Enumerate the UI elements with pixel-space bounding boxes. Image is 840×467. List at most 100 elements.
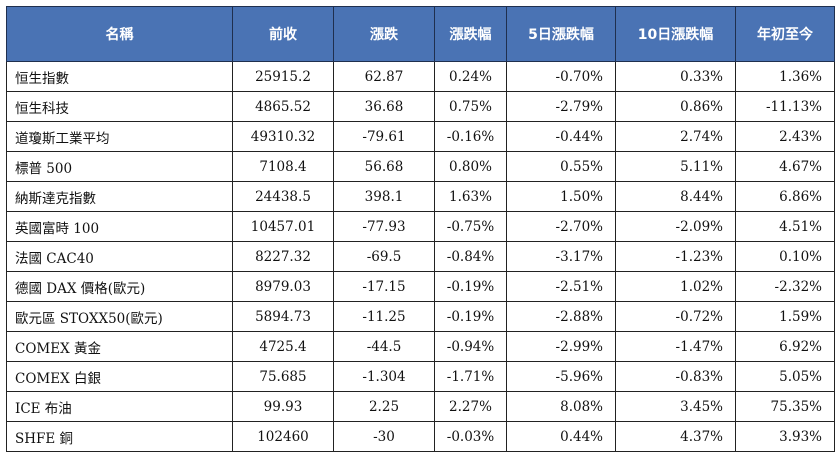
cell-5d-change-pct: -3.17% <box>506 241 616 272</box>
table-row: ICE 布油 99.93 2.25 2.27% 8.08% 3.45% 75.35% <box>6 391 835 422</box>
cell-10d-change-pct: -0.83% <box>615 361 736 392</box>
cell-change: -79.61 <box>333 121 435 152</box>
cell-prev-close: 7108.4 <box>232 151 334 182</box>
cell-10d-change-pct: 3.45% <box>615 391 736 422</box>
cell-prev-close: 4725.4 <box>232 331 334 362</box>
cell-change-pct: -1.71% <box>434 361 507 392</box>
cell-name: 標普 500 <box>6 151 233 182</box>
cell-change: -11.25 <box>333 301 435 332</box>
cell-change: -30 <box>333 421 435 452</box>
cell-name: ICE 布油 <box>6 391 233 422</box>
cell-name: COMEX 黃金 <box>6 331 233 362</box>
header-10d-change-pct: 10日漲跌幅 <box>615 6 736 62</box>
cell-5d-change-pct: -0.70% <box>506 61 616 92</box>
cell-change: 62.87 <box>333 61 435 92</box>
cell-ytd: 4.51% <box>735 211 835 242</box>
cell-change-pct: -0.19% <box>434 271 507 302</box>
cell-ytd: 6.92% <box>735 331 835 362</box>
cell-change-pct: 0.75% <box>434 91 507 122</box>
cell-change-pct: 2.27% <box>434 391 507 422</box>
cell-10d-change-pct: 4.37% <box>615 421 736 452</box>
cell-prev-close: 102460 <box>232 421 334 452</box>
cell-5d-change-pct: -2.70% <box>506 211 616 242</box>
cell-prev-close: 25915.2 <box>232 61 334 92</box>
cell-name: SHFE 銅 <box>6 421 233 452</box>
cell-5d-change-pct: -2.88% <box>506 301 616 332</box>
cell-ytd: 3.93% <box>735 421 835 452</box>
header-change-pct: 漲跌幅 <box>434 6 507 62</box>
cell-name: 德國 DAX 價格(歐元) <box>6 271 233 302</box>
cell-ytd: 1.59% <box>735 301 835 332</box>
cell-10d-change-pct: -1.23% <box>615 241 736 272</box>
cell-ytd: 4.67% <box>735 151 835 182</box>
cell-ytd: 1.36% <box>735 61 835 92</box>
table-row: 歐元區 STOXX50(歐元) 5894.73 -11.25 -0.19% -2.88%… <box>6 301 835 332</box>
table-row: COMEX 白銀 75.685 -1.304 -1.71% -5.96% -0.83% 5.… <box>6 361 835 392</box>
cell-change-pct: -0.84% <box>434 241 507 272</box>
cell-10d-change-pct: -1.47% <box>615 331 736 362</box>
cell-change: -17.15 <box>333 271 435 302</box>
table-row: 法國 CAC40 8227.32 -69.5 -0.84% -3.17% -1.23% 0.… <box>6 241 835 272</box>
cell-5d-change-pct: 1.50% <box>506 181 616 212</box>
cell-change-pct: 0.24% <box>434 61 507 92</box>
cell-5d-change-pct: 0.44% <box>506 421 616 452</box>
cell-10d-change-pct: -2.09% <box>615 211 736 242</box>
cell-prev-close: 99.93 <box>232 391 334 422</box>
cell-prev-close: 5894.73 <box>232 301 334 332</box>
cell-change: -69.5 <box>333 241 435 272</box>
cell-change-pct: -0.19% <box>434 301 507 332</box>
cell-5d-change-pct: -0.44% <box>506 121 616 152</box>
cell-10d-change-pct: 2.74% <box>615 121 736 152</box>
cell-change-pct: -0.75% <box>434 211 507 242</box>
cell-prev-close: 8227.32 <box>232 241 334 272</box>
cell-10d-change-pct: 0.33% <box>615 61 736 92</box>
table-row: 德國 DAX 價格(歐元) 8979.03 -17.15 -0.19% -2.51% 1.… <box>6 271 835 302</box>
cell-prev-close: 4865.52 <box>232 91 334 122</box>
cell-name: 法國 CAC40 <box>6 241 233 272</box>
cell-5d-change-pct: -2.99% <box>506 331 616 362</box>
cell-5d-change-pct: -2.51% <box>506 271 616 302</box>
cell-5d-change-pct: -2.79% <box>506 91 616 122</box>
table-row: 恒生科技 4865.52 36.68 0.75% -2.79% 0.86% -11.13% <box>6 91 835 122</box>
market-summary-table: 名稱 前收 漲跌 漲跌幅 5日漲跌幅 10日漲跌幅 年初至今 恒生指數 25915… <box>6 6 835 452</box>
cell-ytd: 6.86% <box>735 181 835 212</box>
cell-change: 2.25 <box>333 391 435 422</box>
cell-change-pct: 0.80% <box>434 151 507 182</box>
header-prev-close: 前收 <box>232 6 334 62</box>
cell-change: 398.1 <box>333 181 435 212</box>
cell-prev-close: 8979.03 <box>232 271 334 302</box>
cell-change: -44.5 <box>333 331 435 362</box>
cell-change: -77.93 <box>333 211 435 242</box>
cell-ytd: 75.35% <box>735 391 835 422</box>
table-row: 恒生指數 25915.2 62.87 0.24% -0.70% 0.33% 1.36% <box>6 61 835 92</box>
cell-ytd: -2.32% <box>735 271 835 302</box>
cell-change-pct: -0.03% <box>434 421 507 452</box>
cell-change: 56.68 <box>333 151 435 182</box>
table-row: COMEX 黃金 4725.4 -44.5 -0.94% -2.99% -1.47% 6.9… <box>6 331 835 362</box>
cell-ytd: -11.13% <box>735 91 835 122</box>
market-table-container: 名稱 前收 漲跌 漲跌幅 5日漲跌幅 10日漲跌幅 年初至今 恒生指數 25915… <box>6 6 835 452</box>
header-ytd: 年初至今 <box>735 6 835 62</box>
cell-10d-change-pct: 0.86% <box>615 91 736 122</box>
cell-10d-change-pct: 5.11% <box>615 151 736 182</box>
cell-5d-change-pct: 8.08% <box>506 391 616 422</box>
cell-5d-change-pct: 0.55% <box>506 151 616 182</box>
cell-change: -1.304 <box>333 361 435 392</box>
cell-ytd: 5.05% <box>735 361 835 392</box>
table-row: 道瓊斯工業平均 49310.32 -79.61 -0.16% -0.44% 2.74% 2.… <box>6 121 835 152</box>
cell-10d-change-pct: 1.02% <box>615 271 736 302</box>
cell-prev-close: 24438.5 <box>232 181 334 212</box>
table-row: SHFE 銅 102460 -30 -0.03% 0.44% 4.37% 3.93% <box>6 421 835 452</box>
cell-ytd: 2.43% <box>735 121 835 152</box>
cell-change-pct: -0.16% <box>434 121 507 152</box>
header-5d-change-pct: 5日漲跌幅 <box>506 6 616 62</box>
cell-name: COMEX 白銀 <box>6 361 233 392</box>
cell-prev-close: 10457.01 <box>232 211 334 242</box>
table-header-row: 名稱 前收 漲跌 漲跌幅 5日漲跌幅 10日漲跌幅 年初至今 <box>6 6 835 62</box>
cell-name: 英國富時 100 <box>6 211 233 242</box>
cell-10d-change-pct: -0.72% <box>615 301 736 332</box>
table-body: 恒生指數 25915.2 62.87 0.24% -0.70% 0.33% 1.36% 恒生科… <box>6 61 835 452</box>
cell-change-pct: -0.94% <box>434 331 507 362</box>
cell-name: 道瓊斯工業平均 <box>6 121 233 152</box>
cell-prev-close: 75.685 <box>232 361 334 392</box>
